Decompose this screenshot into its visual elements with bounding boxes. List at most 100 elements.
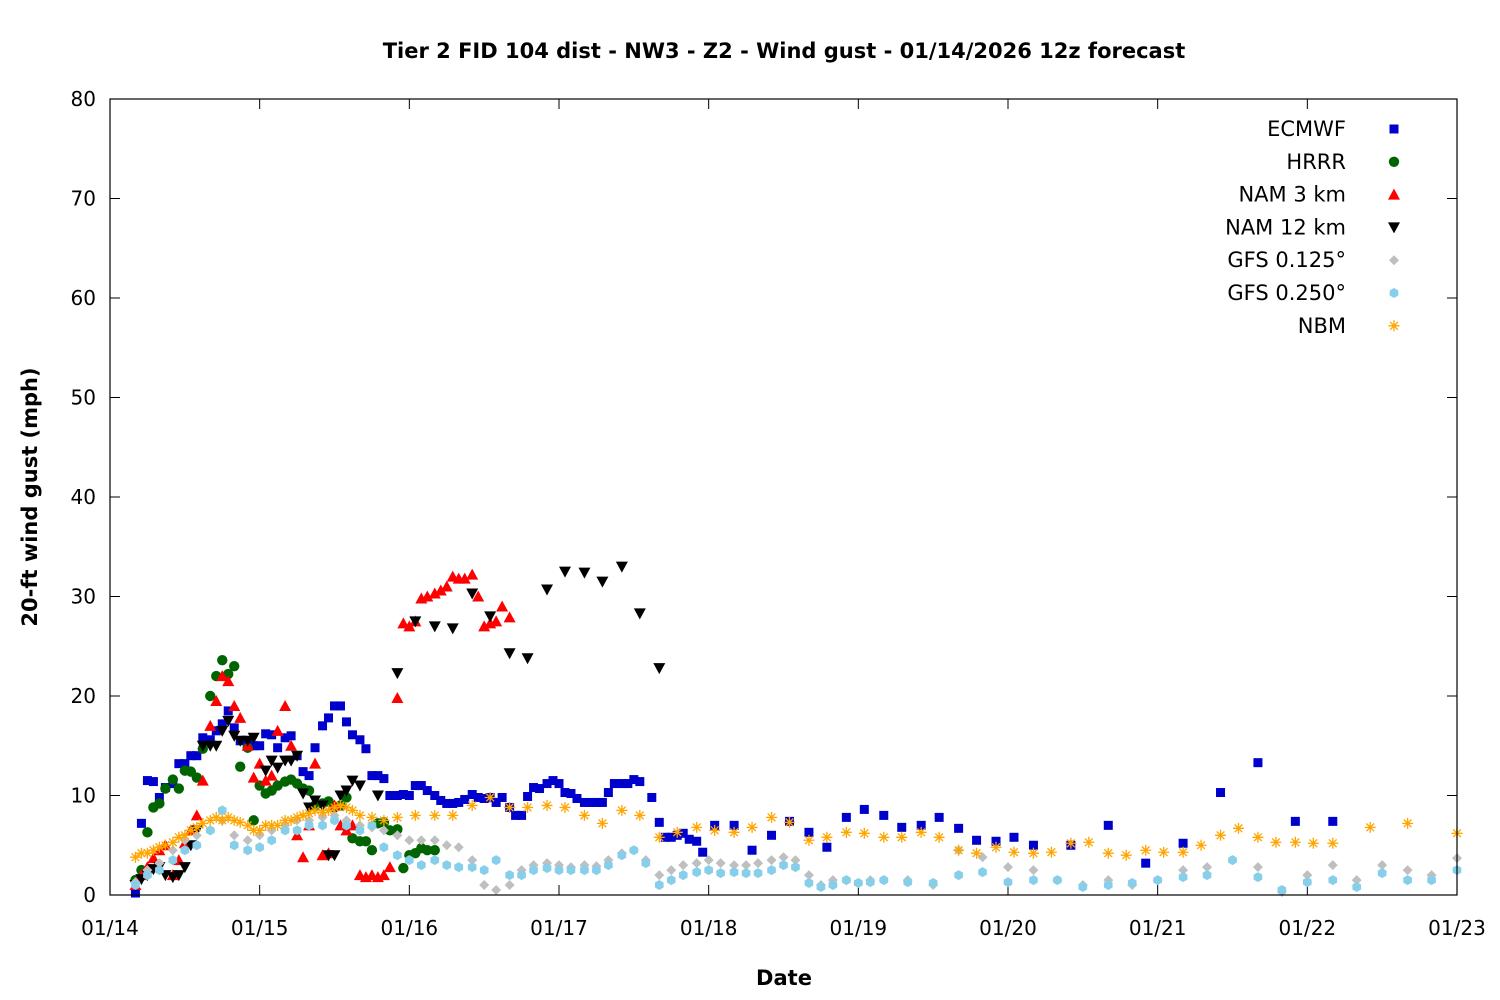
data-point <box>1228 855 1237 866</box>
data-point <box>1270 836 1282 848</box>
data-point <box>1027 847 1039 859</box>
data-point <box>617 779 627 789</box>
data-point <box>541 799 553 811</box>
data-point <box>617 850 627 861</box>
data-point <box>286 731 296 741</box>
data-point <box>143 870 152 881</box>
legend-label: NAM 12 km <box>1225 215 1346 239</box>
data-point <box>297 809 309 821</box>
data-point <box>168 855 178 866</box>
data-point <box>366 845 378 856</box>
data-point <box>592 865 601 876</box>
data-point <box>309 795 322 807</box>
data-point <box>703 855 714 866</box>
data-point <box>147 844 159 856</box>
data-point <box>309 757 322 769</box>
data-point <box>248 824 260 836</box>
data-point <box>1352 882 1362 893</box>
data-point <box>747 845 757 855</box>
data-point <box>185 824 197 836</box>
data-point <box>130 888 140 898</box>
data-point <box>1215 829 1227 841</box>
data-point <box>249 741 259 751</box>
data-point <box>329 801 340 813</box>
series-gfs-0-250- <box>131 805 1462 896</box>
data-point <box>410 781 420 791</box>
data-point <box>783 816 795 828</box>
data-point <box>790 855 801 866</box>
data-point <box>434 584 447 596</box>
data-point <box>517 810 527 820</box>
x-tick-label: 01/18 <box>680 916 738 940</box>
data-point <box>715 858 726 869</box>
data-point <box>1303 877 1312 888</box>
data-point <box>353 780 366 792</box>
data-point <box>804 878 814 889</box>
data-point <box>803 834 815 846</box>
data-point <box>1045 846 1057 858</box>
data-point <box>491 797 501 807</box>
data-point <box>403 620 416 632</box>
data-point <box>342 820 351 831</box>
data-point <box>1195 839 1207 851</box>
data-point <box>429 845 440 856</box>
y-tick-label: 0 <box>83 883 96 907</box>
data-point <box>318 820 327 831</box>
data-point <box>635 777 645 787</box>
data-point <box>297 788 310 800</box>
data-point <box>928 878 938 889</box>
data-point <box>953 844 965 856</box>
data-point <box>1253 758 1263 768</box>
data-point <box>1103 880 1113 891</box>
data-point <box>990 841 1002 853</box>
data-point <box>491 885 502 896</box>
data-point <box>517 870 526 881</box>
data-point <box>254 824 266 836</box>
legend-marker <box>1389 288 1399 298</box>
data-point <box>654 817 664 827</box>
data-point <box>479 880 490 891</box>
data-point <box>1083 836 1095 848</box>
data-point <box>879 810 889 820</box>
data-point <box>698 847 708 857</box>
data-point <box>174 759 184 769</box>
data-point <box>247 732 260 744</box>
data-point <box>141 847 153 859</box>
data-point <box>1140 844 1152 856</box>
data-point <box>1402 865 1413 876</box>
data-point <box>1403 875 1412 886</box>
data-point <box>255 842 264 853</box>
data-point <box>1003 862 1013 873</box>
data-point <box>709 824 721 836</box>
data-point <box>136 818 146 828</box>
data-point <box>217 719 227 729</box>
legend-label: ECMWF <box>1267 117 1346 141</box>
data-point <box>821 831 833 843</box>
legend-marker <box>1389 124 1399 134</box>
legend-label: HRRR <box>1286 150 1346 174</box>
data-point <box>167 845 178 856</box>
data-point <box>1028 865 1039 876</box>
data-point <box>729 860 740 871</box>
data-point <box>317 806 329 818</box>
data-point <box>1290 816 1300 826</box>
data-point <box>421 590 434 602</box>
data-point <box>155 865 164 876</box>
data-point <box>691 858 702 869</box>
data-point <box>654 880 664 891</box>
data-point <box>558 566 571 578</box>
x-axis-label: Date <box>756 966 812 990</box>
data-point <box>234 816 246 828</box>
data-point <box>915 826 927 838</box>
data-point <box>634 809 646 821</box>
data-point <box>454 862 464 873</box>
data-point <box>229 660 240 672</box>
data-point <box>192 751 202 761</box>
data-point <box>391 668 404 680</box>
data-point <box>228 699 241 711</box>
data-point <box>521 653 534 665</box>
data-point <box>1302 870 1313 881</box>
data-point <box>229 840 239 851</box>
data-point <box>778 852 789 863</box>
